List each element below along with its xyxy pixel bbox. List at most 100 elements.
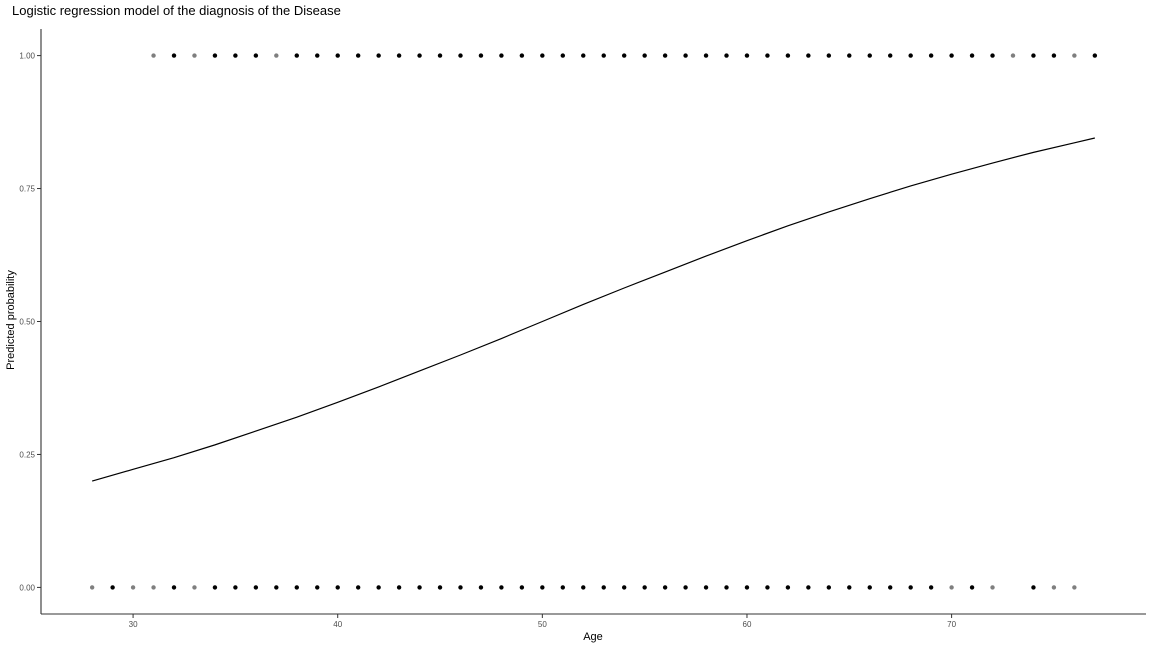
data-point-y0 — [151, 585, 156, 590]
data-point-y0 — [212, 585, 218, 590]
data-point-y1 — [1072, 53, 1077, 58]
data-point-y0 — [274, 585, 279, 590]
data-point-y0 — [110, 585, 115, 590]
data-point-y1 — [233, 53, 238, 58]
data-point-y1 — [908, 53, 913, 58]
data-point-y0 — [458, 585, 463, 590]
data-point-y1 — [662, 53, 668, 58]
data-point-y1 — [294, 53, 299, 58]
fitted-logistic-curve — [91, 137, 1095, 482]
data-point-y1 — [396, 53, 402, 58]
data-point-y0 — [89, 585, 95, 590]
data-point-y1 — [1051, 53, 1057, 58]
y-axis-ticks: 0.00 0.25 0.50 0.75 1.00 — [19, 52, 41, 592]
data-point-y0 — [724, 585, 729, 590]
data-point-y0 — [376, 585, 381, 590]
data-point-y1 — [806, 53, 811, 58]
data-point-y1 — [376, 53, 381, 58]
data-point-y0 — [581, 585, 586, 590]
y-tick-label: 0.75 — [19, 185, 35, 194]
data-point-y0 — [540, 585, 545, 590]
data-point-y0 — [969, 585, 975, 590]
data-point-y0 — [130, 585, 136, 590]
data-point-y0 — [683, 585, 688, 590]
data-point-y0 — [294, 585, 299, 590]
data-point-y0 — [662, 585, 668, 590]
data-point-y0 — [928, 585, 934, 590]
x-tick-label: 40 — [333, 620, 342, 629]
data-point-y0 — [233, 585, 238, 590]
data-point-y1 — [151, 53, 156, 58]
data-point-y1 — [683, 53, 688, 58]
data-point-y1 — [560, 53, 566, 58]
y-tick-label: 1.00 — [19, 52, 35, 61]
data-point-y1 — [601, 53, 606, 58]
data-point-y0 — [171, 585, 177, 590]
data-point-y1 — [315, 53, 320, 58]
data-point-y0 — [560, 585, 566, 590]
data-point-y1 — [724, 53, 729, 58]
data-point-y0 — [417, 585, 422, 590]
data-point-y1 — [519, 53, 525, 58]
data-point-y1 — [765, 53, 770, 58]
data-point-y1 — [744, 53, 750, 58]
axes — [40, 29, 1146, 615]
data-point-y1 — [212, 53, 218, 58]
data-point-y1 — [949, 53, 954, 58]
data-point-y0 — [1072, 585, 1077, 590]
x-tick-label: 30 — [129, 620, 138, 629]
data-point-y0 — [806, 585, 811, 590]
y-axis-label: Predicted probability — [5, 270, 17, 370]
data-point-y1 — [458, 53, 463, 58]
data-point-y1 — [847, 53, 852, 58]
data-point-y1 — [417, 53, 422, 58]
data-point-y0 — [642, 585, 647, 590]
data-point-y0 — [519, 585, 525, 590]
data-point-y1 — [703, 53, 709, 58]
data-point-y1 — [621, 53, 627, 58]
data-point-y0 — [826, 585, 832, 590]
data-point-y1 — [1010, 53, 1016, 58]
data-point-y0 — [315, 585, 320, 590]
x-axis-label: Age — [583, 631, 603, 643]
data-point-y1 — [888, 53, 893, 58]
data-point-y1 — [867, 53, 872, 58]
data-point-y1 — [1092, 53, 1098, 58]
data-point-y0 — [867, 585, 872, 590]
data-point-y0 — [355, 585, 361, 590]
data-point-y1 — [274, 53, 279, 58]
observed-points — [89, 53, 1098, 590]
data-point-y1 — [990, 53, 995, 58]
data-point-y0 — [396, 585, 402, 590]
data-point-y0 — [621, 585, 627, 590]
x-tick-label: 60 — [743, 620, 752, 629]
data-point-y1 — [192, 53, 197, 58]
data-point-y1 — [540, 53, 545, 58]
data-point-y1 — [642, 53, 647, 58]
data-point-y0 — [478, 585, 484, 590]
data-point-y0 — [1051, 585, 1057, 590]
data-point-y1 — [1031, 53, 1036, 58]
data-point-y0 — [949, 585, 954, 590]
x-tick-label: 70 — [947, 620, 956, 629]
data-point-y0 — [744, 585, 750, 590]
data-point-y0 — [601, 585, 606, 590]
data-point-y1 — [581, 53, 586, 58]
y-tick-label: 0.25 — [19, 450, 35, 459]
data-point-y1 — [355, 53, 361, 58]
data-point-y0 — [253, 585, 259, 590]
data-point-y0 — [785, 585, 791, 590]
data-point-y1 — [437, 53, 443, 58]
data-point-y1 — [335, 53, 340, 58]
data-point-y0 — [703, 585, 709, 590]
data-point-y0 — [499, 585, 504, 590]
x-tick-label: 50 — [538, 620, 547, 629]
data-point-y0 — [847, 585, 852, 590]
data-point-y0 — [990, 585, 995, 590]
data-point-y1 — [785, 53, 791, 58]
chart-title: Logistic regression model of the diagnos… — [12, 3, 341, 18]
data-point-y0 — [437, 585, 443, 590]
data-point-y1 — [969, 53, 975, 58]
data-point-y0 — [192, 585, 197, 590]
data-point-y0 — [888, 585, 893, 590]
